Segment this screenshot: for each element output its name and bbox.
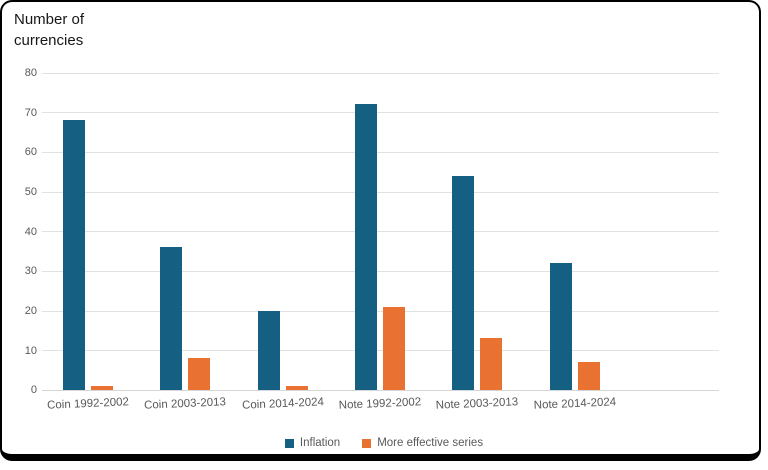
bar-more-effective-series-coin-2003-2013[interactable] (188, 358, 211, 390)
legend-item-inflation[interactable]: Inflation (284, 437, 341, 449)
y-tick-70: 70 (24, 106, 37, 119)
legend-item-more-effective-series[interactable]: More effective series (362, 437, 483, 449)
y-tick-80: 80 (24, 67, 37, 80)
gridline-30 (42, 270, 719, 272)
gridline-20 (42, 310, 719, 312)
x-tick-note-1992-2002: Note 1992-2002 (338, 396, 422, 412)
y-tick-20: 20 (24, 305, 37, 317)
x-tick-coin-2014-2024: Coin 2014-2024 (241, 396, 324, 412)
gridline-60 (42, 151, 719, 153)
bar-more-effective-series-note-2014-2024[interactable] (577, 362, 600, 390)
legend: Inflation More effective series (0, 437, 768, 449)
legend-swatch-inflation (284, 438, 294, 448)
bar-inflation-coin-1992-2002[interactable] (63, 120, 85, 390)
legend-label-inflation: Inflation (299, 437, 341, 449)
gridline-50 (42, 191, 719, 193)
x-tick-note-2014-2024: Note 2014-2024 (533, 396, 617, 412)
bar-more-effective-series-coin-1992-2002[interactable] (91, 385, 113, 390)
y-axis-title: Number of currencies (14, 11, 85, 49)
y-tick-60: 60 (24, 146, 37, 159)
gridline-40 (42, 231, 719, 233)
gridline-70 (42, 112, 719, 114)
bar-more-effective-series-note-1992-2002[interactable] (383, 306, 405, 390)
y-tick-10: 10 (24, 344, 37, 357)
bar-inflation-coin-2003-2013[interactable] (160, 247, 183, 390)
bar-inflation-coin-2014-2024[interactable] (257, 310, 280, 390)
bar-more-effective-series-coin-2014-2024[interactable] (285, 385, 308, 390)
x-axis-line (42, 389, 719, 391)
x-tick-coin-1992-2002: Coin 1992-2002 (46, 396, 130, 412)
y-tick-40: 40 (24, 225, 37, 238)
bar-inflation-note-2003-2013[interactable] (452, 175, 475, 390)
gridline-80 (42, 72, 719, 74)
y-tick-30: 30 (24, 265, 37, 278)
bar-inflation-note-1992-2002[interactable] (355, 104, 377, 390)
x-tick-coin-2003-2013: Coin 2003-2013 (144, 396, 227, 412)
legend-label-more-effective-series: More effective series (377, 437, 484, 449)
gridline-10 (42, 350, 719, 352)
legend-swatch-more-effective-series (362, 438, 372, 448)
y-tick-50: 50 (24, 186, 37, 198)
bar-inflation-note-2014-2024[interactable] (549, 262, 572, 390)
y-tick-0: 0 (30, 384, 37, 397)
bar-more-effective-series-note-2003-2013[interactable] (480, 338, 503, 390)
x-tick-note-2003-2013: Note 2003-2013 (435, 396, 519, 412)
